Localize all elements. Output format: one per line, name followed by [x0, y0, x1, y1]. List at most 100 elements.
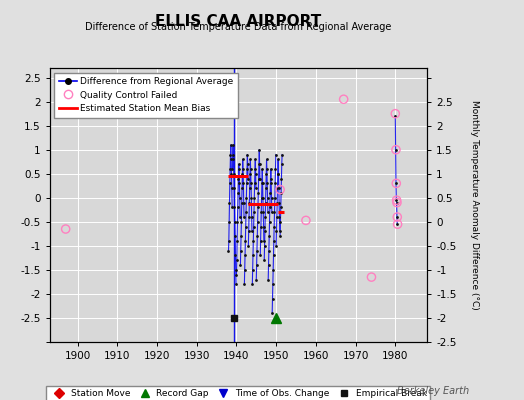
Point: [393, 199, 401, 206]
Point: [225, 219, 233, 225]
Point: [258, 166, 266, 172]
Point: [249, 224, 258, 230]
Point: [265, 248, 273, 254]
Point: [274, 185, 282, 191]
Point: [277, 175, 286, 182]
Point: [230, 204, 238, 211]
Point: [257, 224, 265, 230]
Point: [226, 166, 234, 172]
Point: [263, 180, 271, 186]
Point: [271, 166, 280, 172]
Point: [245, 199, 254, 206]
Point: [249, 252, 257, 259]
Point: [256, 175, 264, 182]
Point: [255, 161, 263, 167]
Point: [247, 214, 256, 220]
Point: [278, 151, 286, 158]
Point: [240, 281, 248, 288]
Y-axis label: Monthly Temperature Anomaly Difference (°C): Monthly Temperature Anomaly Difference (…: [471, 100, 479, 310]
Point: [251, 156, 259, 162]
Point: [272, 243, 280, 249]
Point: [252, 185, 260, 191]
Point: [225, 199, 234, 206]
Point: [250, 209, 258, 216]
Point: [392, 197, 400, 203]
Point: [245, 185, 254, 191]
Point: [241, 238, 249, 244]
Point: [393, 214, 401, 220]
Point: [242, 224, 250, 230]
Point: [227, 170, 236, 177]
Point: [230, 170, 238, 177]
Point: [391, 110, 399, 117]
Point: [243, 166, 251, 172]
Point: [253, 248, 261, 254]
Point: [261, 214, 269, 220]
Point: [253, 233, 261, 240]
Point: [250, 194, 258, 201]
Point: [275, 214, 283, 220]
Point: [392, 199, 401, 206]
Point: [235, 166, 243, 172]
Point: [244, 175, 252, 182]
Point: [267, 194, 276, 201]
Point: [270, 224, 278, 230]
Point: [394, 221, 402, 228]
Point: [260, 238, 268, 244]
Point: [266, 204, 274, 211]
Point: [232, 272, 241, 278]
Point: [226, 151, 235, 158]
Point: [228, 204, 236, 211]
Point: [261, 228, 269, 235]
Point: [237, 199, 246, 206]
Point: [230, 156, 238, 162]
Point: [263, 166, 271, 172]
Point: [264, 276, 272, 283]
Point: [274, 170, 282, 177]
Point: [270, 194, 279, 201]
Point: [228, 166, 237, 172]
Point: [231, 219, 239, 225]
Point: [277, 204, 285, 211]
Point: [278, 161, 286, 167]
Point: [224, 248, 233, 254]
Point: [271, 151, 280, 158]
Point: [367, 274, 376, 280]
Point: [230, 185, 238, 191]
Point: [229, 142, 237, 148]
Point: [269, 252, 278, 259]
Point: [392, 180, 400, 186]
Point: [232, 281, 241, 288]
Point: [264, 209, 272, 216]
Point: [271, 180, 279, 186]
Point: [259, 224, 268, 230]
Point: [265, 219, 274, 225]
Point: [258, 180, 266, 186]
Point: [264, 194, 272, 201]
Text: Berkeley Earth: Berkeley Earth: [397, 386, 469, 396]
Point: [261, 199, 270, 206]
Text: Difference of Station Temperature Data from Regional Average: Difference of Station Temperature Data f…: [85, 22, 391, 32]
Point: [266, 175, 275, 182]
Point: [267, 180, 276, 186]
Point: [228, 151, 237, 158]
Point: [276, 228, 284, 235]
Legend: Station Move, Record Gap, Time of Obs. Change, Empirical Break: Station Move, Record Gap, Time of Obs. C…: [47, 386, 430, 400]
Point: [252, 170, 260, 177]
Point: [241, 252, 249, 259]
Point: [252, 276, 260, 283]
Point: [393, 221, 401, 228]
Point: [249, 238, 257, 244]
Point: [237, 219, 246, 225]
Point: [247, 180, 255, 186]
Point: [259, 194, 267, 201]
Point: [253, 262, 261, 268]
Point: [225, 238, 233, 244]
Point: [256, 238, 265, 244]
Point: [250, 180, 259, 186]
Point: [340, 96, 348, 102]
Point: [392, 146, 400, 153]
Point: [255, 146, 264, 153]
Point: [238, 185, 246, 191]
Point: [257, 209, 266, 216]
